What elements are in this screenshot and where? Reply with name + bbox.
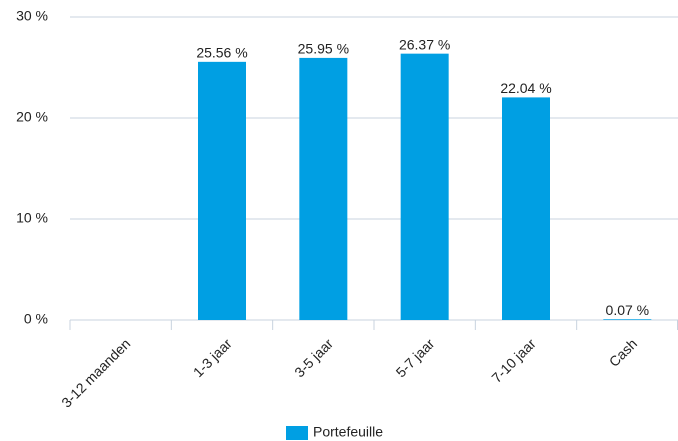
bar — [502, 97, 550, 320]
x-tick-label: 1-3 jaar — [190, 335, 235, 380]
legend-label: Portefeuille — [313, 424, 383, 440]
x-tick-label: 3-5 jaar — [291, 335, 336, 380]
y-tick-label: 30 % — [16, 8, 48, 24]
y-tick-label: 0 % — [24, 311, 48, 327]
value-label: 22.04 % — [500, 80, 551, 96]
value-label: 26.37 % — [399, 36, 450, 52]
bar — [198, 61, 246, 321]
x-tick-label: 5-7 jaar — [393, 335, 438, 380]
x-tick-label: Cash — [606, 335, 640, 369]
value-label: 25.95 % — [298, 41, 349, 57]
bar — [299, 57, 348, 320]
x-tick-label: 3-12 maanden — [58, 335, 133, 410]
y-tick-label: 20 % — [16, 109, 48, 125]
y-tick-label: 10 % — [16, 210, 48, 226]
legend-swatch — [286, 426, 308, 440]
bar — [603, 319, 652, 320]
bar — [400, 53, 449, 321]
x-tick-label: 7-10 jaar — [488, 335, 539, 386]
value-label: 0.07 % — [606, 302, 650, 318]
value-label: 25.56 % — [196, 45, 247, 61]
